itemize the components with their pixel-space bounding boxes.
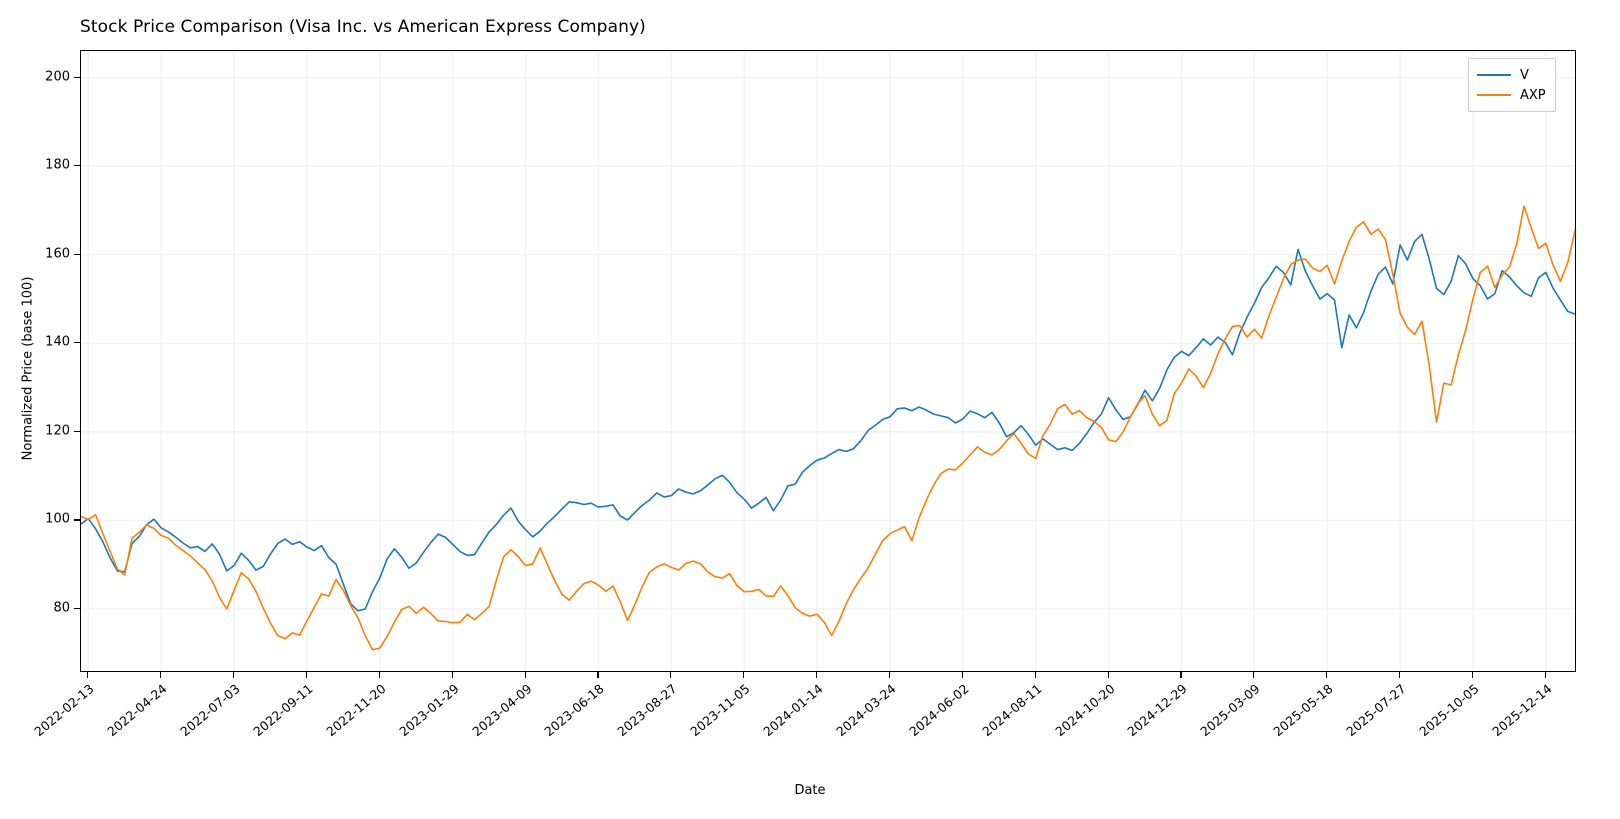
legend-item-v[interactable]: V bbox=[1477, 65, 1546, 85]
y-axis-tick-labels: 80 100 120 140 160 180 200 bbox=[0, 50, 70, 672]
x-axis-tick-labels: 2022-02-13 2022-04-24 2022-07-03 2022-09-11… bbox=[32, 681, 1576, 771]
x-tick-label: 2023-06-18 bbox=[541, 681, 608, 740]
chart-legend: V AXP bbox=[1468, 58, 1556, 112]
y-tick-label: 80 bbox=[53, 600, 70, 616]
x-tick-mark bbox=[378, 672, 380, 678]
x-tick-label: 2025-12-14 bbox=[1489, 681, 1555, 740]
x-tick-mark bbox=[1107, 672, 1109, 678]
x-tick-mark bbox=[743, 672, 745, 678]
legend-item-axp[interactable]: AXP bbox=[1477, 85, 1546, 105]
x-tick-mark bbox=[1544, 672, 1546, 678]
legend-swatch-v bbox=[1477, 74, 1511, 76]
grid-lines bbox=[81, 51, 1575, 671]
y-axis-tick-marks bbox=[0, 50, 80, 672]
x-tick-mark bbox=[670, 672, 672, 678]
x-tick-mark bbox=[1034, 672, 1036, 678]
x-tick-label: 2023-01-29 bbox=[396, 681, 462, 740]
x-tick-mark bbox=[1399, 672, 1401, 678]
plot-area bbox=[80, 50, 1576, 672]
y-tick-label: 160 bbox=[45, 246, 70, 262]
x-tick-mark bbox=[1180, 672, 1182, 678]
x-axis-label: Date bbox=[794, 783, 826, 798]
x-tick-mark bbox=[888, 672, 891, 678]
x-axis-tick-marks bbox=[80, 672, 1576, 680]
line-series-v bbox=[81, 233, 1575, 612]
x-tick-label: 2023-08-27 bbox=[614, 681, 680, 740]
x-tick-mark bbox=[160, 672, 162, 678]
y-tick-label: 120 bbox=[45, 423, 70, 439]
x-tick-mark bbox=[87, 672, 89, 678]
legend-label-v: V bbox=[1520, 67, 1529, 83]
y-tick-mark bbox=[74, 76, 80, 78]
x-tick-label: 2024-01-14 bbox=[760, 681, 826, 740]
x-tick-label: 2024-10-20 bbox=[1051, 681, 1118, 740]
x-tick-mark bbox=[1253, 672, 1255, 678]
y-tick-mark bbox=[74, 253, 80, 255]
x-tick-label: 2022-04-24 bbox=[104, 681, 170, 740]
x-tick-label: 2022-07-03 bbox=[177, 681, 243, 740]
x-tick-mark bbox=[1471, 672, 1474, 678]
x-tick-label: 2025-10-05 bbox=[1416, 681, 1482, 740]
y-tick-mark bbox=[74, 342, 80, 344]
x-tick-label: 2022-09-11 bbox=[250, 681, 316, 740]
x-tick-mark bbox=[305, 672, 308, 678]
y-tick-label: 100 bbox=[45, 511, 70, 527]
y-tick-mark bbox=[74, 430, 80, 432]
x-tick-mark bbox=[451, 672, 453, 678]
x-tick-label: 2022-02-13 bbox=[31, 681, 97, 740]
y-tick-label: 200 bbox=[45, 69, 70, 85]
legend-label-axp: AXP bbox=[1520, 87, 1546, 103]
x-tick-mark bbox=[816, 672, 818, 678]
y-tick-mark bbox=[74, 165, 80, 167]
x-tick-label: 2024-08-11 bbox=[979, 681, 1045, 740]
x-tick-label: 2022-11-20 bbox=[323, 681, 389, 740]
chart-title: Stock Price Comparison (Visa Inc. vs Ame… bbox=[80, 17, 646, 37]
x-tick-mark bbox=[1326, 672, 1328, 678]
x-tick-mark bbox=[961, 672, 963, 678]
plot-svg bbox=[81, 51, 1575, 671]
y-tick-label: 180 bbox=[45, 157, 70, 173]
x-tick-mark bbox=[233, 672, 235, 678]
y-tick-label: 140 bbox=[45, 334, 70, 350]
x-tick-label: 2024-03-24 bbox=[833, 681, 899, 740]
x-tick-mark bbox=[524, 672, 526, 678]
x-tick-label: 2025-07-27 bbox=[1343, 681, 1409, 740]
y-tick-mark bbox=[74, 519, 80, 521]
x-tick-label: 2023-11-05 bbox=[687, 681, 753, 740]
x-tick-label: 2023-04-09 bbox=[468, 681, 535, 740]
x-tick-label: 2025-03-09 bbox=[1197, 681, 1263, 740]
x-tick-mark bbox=[597, 672, 599, 678]
data-series-group bbox=[81, 205, 1575, 651]
y-tick-mark bbox=[74, 608, 80, 610]
x-tick-label: 2024-12-29 bbox=[1124, 681, 1191, 740]
x-tick-label: 2024-06-02 bbox=[906, 681, 972, 740]
x-tick-label: 2025-05-18 bbox=[1270, 681, 1336, 740]
legend-swatch-axp bbox=[1477, 94, 1511, 96]
line-series-axp bbox=[81, 205, 1575, 651]
